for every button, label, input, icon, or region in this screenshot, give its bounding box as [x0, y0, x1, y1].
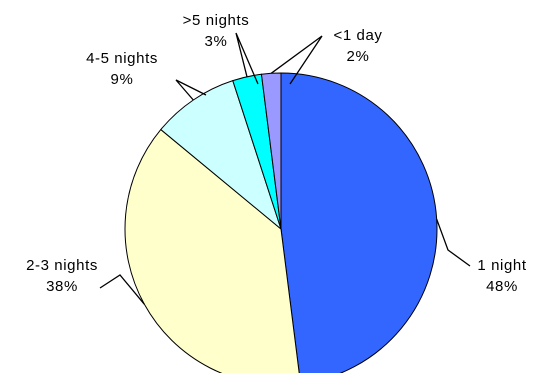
leader-line-2	[99, 274, 145, 305]
slice-label-1-night: 1 night	[477, 257, 526, 274]
pie-slice-1-night	[280, 72, 438, 373]
slice-label-4-5-nights: 4-5 nights	[86, 50, 158, 67]
pie-slice-1-day	[260, 72, 282, 230]
slice-value-1-night: 48%	[486, 278, 518, 295]
pie-slice-4-5-nights	[160, 80, 283, 231]
leader-line-3	[175, 79, 207, 101]
slice-value-4-5-nights: 9%	[111, 71, 134, 88]
slice-label-over-5-nights: >5 nights	[183, 12, 250, 29]
slice-value-2-3-nights: 38%	[46, 278, 78, 295]
pie-slices	[124, 72, 438, 373]
slice-label-2-3-nights: 2-3 nights	[26, 257, 98, 274]
leader-line-4	[235, 32, 259, 85]
slice-value-over-5-nights: 3%	[205, 33, 228, 50]
leader-lines	[99, 32, 471, 305]
leader-line-1	[436, 218, 471, 267]
slice-label-under-1-day: <1 day	[333, 27, 382, 44]
leader-line-5	[270, 35, 323, 85]
slice-labels: 1 night 48% 2-3 nights 38% 4-5 nights 9%…	[26, 12, 526, 295]
slice-value-under-1-day: 2%	[347, 48, 370, 65]
